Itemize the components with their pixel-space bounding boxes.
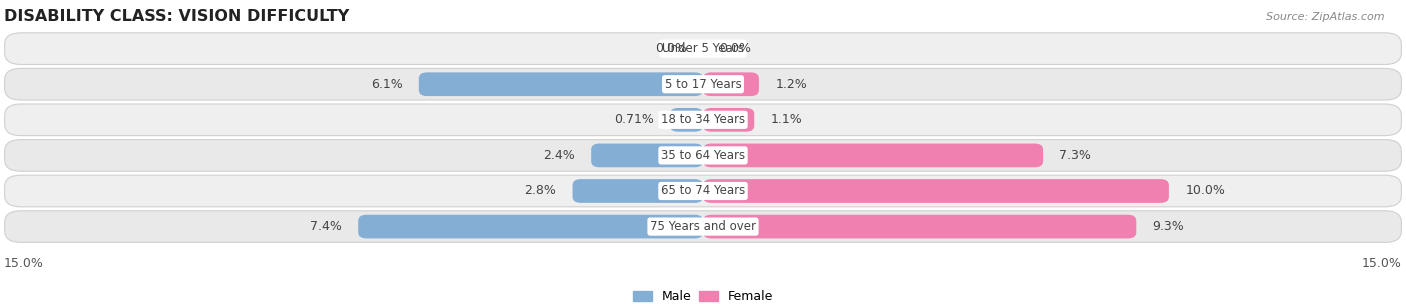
Text: 2.8%: 2.8% [524, 185, 557, 198]
Text: 7.4%: 7.4% [311, 220, 342, 233]
Text: 1.1%: 1.1% [770, 113, 803, 126]
Legend: Male, Female: Male, Female [633, 290, 773, 303]
Text: 7.3%: 7.3% [1059, 149, 1091, 162]
Text: 1.2%: 1.2% [775, 78, 807, 91]
Text: 15.0%: 15.0% [4, 257, 44, 270]
FancyBboxPatch shape [4, 33, 1402, 64]
FancyBboxPatch shape [4, 175, 1402, 207]
Text: 65 to 74 Years: 65 to 74 Years [661, 185, 745, 198]
FancyBboxPatch shape [4, 104, 1402, 136]
Text: 15.0%: 15.0% [1362, 257, 1402, 270]
Text: 6.1%: 6.1% [371, 78, 402, 91]
FancyBboxPatch shape [572, 179, 703, 203]
Text: 0.0%: 0.0% [655, 42, 686, 55]
FancyBboxPatch shape [703, 108, 754, 132]
Text: 0.71%: 0.71% [614, 113, 654, 126]
Text: 2.4%: 2.4% [543, 149, 575, 162]
FancyBboxPatch shape [419, 72, 703, 96]
Text: 35 to 64 Years: 35 to 64 Years [661, 149, 745, 162]
Text: 18 to 34 Years: 18 to 34 Years [661, 113, 745, 126]
Text: 5 to 17 Years: 5 to 17 Years [665, 78, 741, 91]
FancyBboxPatch shape [591, 143, 703, 167]
FancyBboxPatch shape [669, 108, 703, 132]
FancyBboxPatch shape [4, 140, 1402, 171]
FancyBboxPatch shape [4, 211, 1402, 242]
Text: 9.3%: 9.3% [1153, 220, 1184, 233]
Text: 0.0%: 0.0% [720, 42, 751, 55]
FancyBboxPatch shape [4, 68, 1402, 100]
Text: Source: ZipAtlas.com: Source: ZipAtlas.com [1267, 12, 1385, 22]
Text: Under 5 Years: Under 5 Years [662, 42, 744, 55]
FancyBboxPatch shape [359, 215, 703, 238]
FancyBboxPatch shape [703, 72, 759, 96]
FancyBboxPatch shape [703, 179, 1168, 203]
FancyBboxPatch shape [703, 143, 1043, 167]
Text: DISABILITY CLASS: VISION DIFFICULTY: DISABILITY CLASS: VISION DIFFICULTY [4, 9, 350, 24]
Text: 10.0%: 10.0% [1185, 185, 1225, 198]
Text: 75 Years and over: 75 Years and over [650, 220, 756, 233]
FancyBboxPatch shape [703, 215, 1136, 238]
